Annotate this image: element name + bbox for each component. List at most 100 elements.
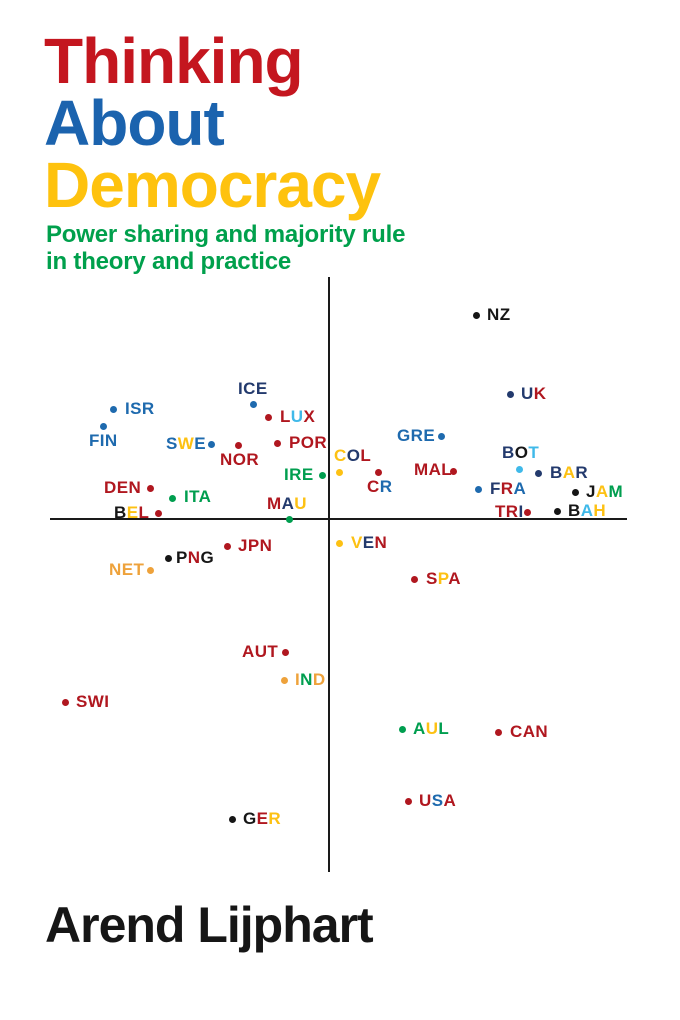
point-label-letter: R [500, 479, 514, 498]
point-dot-NET [146, 566, 154, 574]
point-label-letter: G [397, 426, 411, 445]
point-label-letter: K [533, 384, 547, 403]
point-dot-SPA [410, 575, 418, 583]
point-dot-ICE [249, 400, 257, 408]
point-dot-BOT [515, 465, 523, 473]
point-label-letter: U [419, 791, 432, 810]
point-label-letter: P [289, 433, 301, 452]
point-label-NET: NET [109, 561, 144, 578]
point-label-letter: R [246, 450, 259, 469]
point-label-letter: S [130, 399, 142, 418]
point-label-letter: I [295, 670, 301, 689]
point-dot-SWE [207, 440, 215, 448]
point-label-letter: E [423, 426, 436, 445]
point-dot-VEN [335, 539, 343, 547]
point-label-MAU: MAU [267, 495, 307, 512]
point-label-letter: E [362, 533, 375, 552]
point-label-letter: A [281, 494, 295, 513]
point-label-GER: GER [243, 810, 281, 827]
point-dot-MAU [285, 515, 293, 523]
title-line-1: Thinking [44, 25, 304, 97]
title-line-2: About [44, 87, 225, 159]
point-label-letter: M [414, 460, 429, 479]
point-label-letter: F [89, 431, 100, 450]
point-label-letter: E [126, 503, 139, 522]
point-label-letter: I [99, 431, 105, 450]
point-label-letter: B [568, 501, 581, 520]
point-label-letter: E [121, 560, 134, 579]
point-label-JPN: JPN [238, 537, 272, 554]
point-label-FIN: FIN [89, 432, 118, 449]
point-label-letter: U [425, 719, 439, 738]
point-label-letter: M [608, 482, 624, 501]
point-dot-ITA [168, 494, 176, 502]
point-label-letter: L [138, 503, 150, 522]
point-label-letter: A [413, 719, 426, 738]
point-label-letter: L [441, 460, 453, 479]
point-label-letter: F [490, 479, 501, 498]
point-label-TRI: TRI [495, 503, 524, 520]
point-label-letter: D [312, 670, 326, 689]
point-label-letter: S [76, 692, 88, 711]
point-dot-SWI [61, 698, 69, 706]
point-label-SWE: SWE [166, 435, 206, 452]
point-dot-CR [374, 468, 382, 476]
point-label-letter: X [303, 407, 316, 426]
point-label-letter: A [443, 791, 457, 810]
point-label-LUX: LUX [280, 408, 315, 425]
point-label-letter: T [267, 642, 279, 661]
point-label-letter: N [104, 431, 118, 450]
point-label-letter: B [502, 443, 515, 462]
point-label-GRE: GRE [397, 427, 435, 444]
point-label-letter: N [187, 548, 201, 567]
point-dot-BEL [154, 509, 162, 517]
title-block: Thinking About Democracy [44, 25, 381, 217]
point-label-letter: N [487, 305, 500, 324]
point-label-letter: I [104, 692, 110, 711]
point-label-letter: R [314, 433, 328, 452]
subtitle-line-1: Power sharing and majority rule [46, 221, 406, 248]
point-dot-USA [404, 797, 412, 805]
point-dot-PNG [164, 554, 172, 562]
point-label-letter: V [351, 533, 363, 552]
point-dot-IRE [318, 471, 326, 479]
point-label-letter: C [510, 722, 523, 741]
point-label-letter: N [109, 560, 122, 579]
point-label-letter: T [495, 502, 506, 521]
point-dot-BAH [553, 507, 561, 515]
point-label-letter: I [238, 379, 244, 398]
point-label-ICE: ICE [238, 380, 268, 397]
point-label-AUT: AUT [242, 643, 278, 660]
point-dot-CAN [494, 728, 502, 736]
subtitle-block: Power sharing and majority rule in theor… [46, 221, 405, 275]
point-label-letter: A [448, 569, 461, 588]
point-label-letter: E [255, 379, 268, 398]
point-label-letter: N [220, 450, 233, 469]
point-label-letter: I [125, 399, 131, 418]
point-label-BOT: BOT [502, 444, 539, 461]
point-label-letter: I [518, 502, 524, 521]
point-label-letter: O [232, 450, 247, 469]
point-label-letter: U [521, 384, 534, 403]
point-dot-IND [280, 676, 288, 684]
point-label-letter: B [550, 463, 563, 482]
point-dot-DEN [146, 484, 154, 492]
point-label-SPA: SPA [426, 570, 461, 587]
point-label-letter: G [243, 809, 257, 828]
point-dot-FRA [474, 485, 482, 493]
point-label-letter: R [289, 465, 302, 484]
point-label-letter: A [522, 722, 536, 741]
point-label-letter: L [280, 407, 291, 426]
point-dot-GER [228, 815, 236, 823]
point-label-letter: R [141, 399, 155, 418]
point-label-letter: U [290, 407, 304, 426]
point-label-letter: E [301, 465, 314, 484]
point-label-letter: R [410, 426, 424, 445]
point-label-POR: POR [289, 434, 327, 451]
point-label-letter: U [294, 494, 307, 513]
point-label-letter: M [267, 494, 282, 513]
point-label-letter: A [595, 482, 609, 501]
point-label-BEL: BEL [114, 504, 149, 521]
point-label-letter: O [300, 433, 315, 452]
